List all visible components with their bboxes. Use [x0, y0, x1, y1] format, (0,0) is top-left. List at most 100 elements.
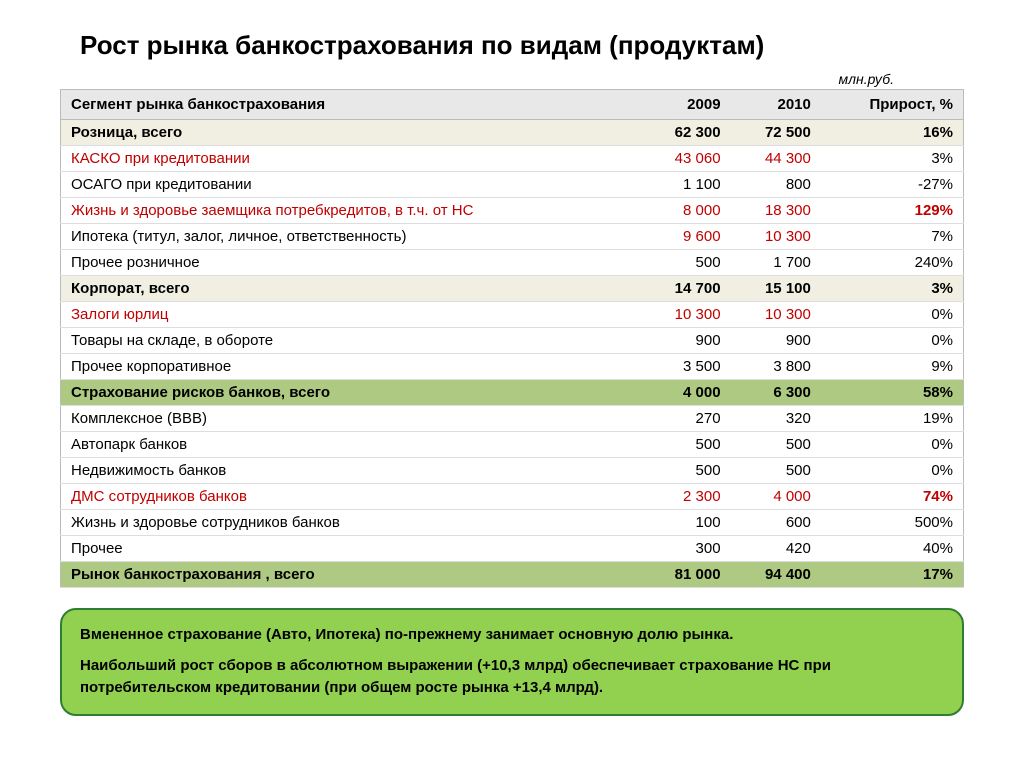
cell-growth: 9%	[821, 354, 964, 380]
cell-2009: 300	[640, 536, 730, 562]
cell-growth: 19%	[821, 406, 964, 432]
cell-2009: 900	[640, 328, 730, 354]
cell-2010: 1 700	[731, 250, 821, 276]
table-row: Недвижимость банков5005000%	[61, 458, 964, 484]
cell-2009: 43 060	[640, 146, 730, 172]
cell-growth: 7%	[821, 224, 964, 250]
table-row: Автопарк банков5005000%	[61, 432, 964, 458]
cell-2010: 6 300	[731, 380, 821, 406]
table-row: Комплексное (ВВВ)27032019%	[61, 406, 964, 432]
cell-growth: 17%	[821, 562, 964, 588]
cell-segment: Комплексное (ВВВ)	[61, 406, 641, 432]
cell-growth: -27%	[821, 172, 964, 198]
cell-segment: ДМС сотрудников банков	[61, 484, 641, 510]
cell-growth: 0%	[821, 458, 964, 484]
cell-growth: 3%	[821, 146, 964, 172]
cell-2010: 800	[731, 172, 821, 198]
cell-2009: 270	[640, 406, 730, 432]
cell-2009: 3 500	[640, 354, 730, 380]
table-row: КАСКО при кредитовании43 06044 3003%	[61, 146, 964, 172]
table-row: Залоги юрлиц10 30010 3000%	[61, 302, 964, 328]
cell-segment: Товары на складе, в обороте	[61, 328, 641, 354]
cell-2009: 1 100	[640, 172, 730, 198]
table-row: Прочее розничное5001 700240%	[61, 250, 964, 276]
col-2010: 2010	[731, 90, 821, 120]
cell-growth: 58%	[821, 380, 964, 406]
cell-2010: 15 100	[731, 276, 821, 302]
table-header-row: Сегмент рынка банкострахования 2009 2010…	[61, 90, 964, 120]
data-table: Сегмент рынка банкострахования 2009 2010…	[60, 89, 964, 588]
cell-2010: 94 400	[731, 562, 821, 588]
cell-2010: 4 000	[731, 484, 821, 510]
cell-2009: 100	[640, 510, 730, 536]
cell-2009: 9 600	[640, 224, 730, 250]
cell-2009: 500	[640, 250, 730, 276]
table-row: ОСАГО при кредитовании1 100800-27%	[61, 172, 964, 198]
cell-growth: 74%	[821, 484, 964, 510]
cell-growth: 3%	[821, 276, 964, 302]
cell-2009: 2 300	[640, 484, 730, 510]
table-row: Жизнь и здоровье заемщика потребкредитов…	[61, 198, 964, 224]
unit-label: млн.руб.	[60, 71, 964, 87]
table-row: Ипотека (титул, залог, личное, ответстве…	[61, 224, 964, 250]
cell-growth: 500%	[821, 510, 964, 536]
cell-growth: 0%	[821, 302, 964, 328]
cell-2009: 4 000	[640, 380, 730, 406]
table-row: Жизнь и здоровье сотрудников банков10060…	[61, 510, 964, 536]
cell-2010: 500	[731, 432, 821, 458]
cell-2010: 320	[731, 406, 821, 432]
cell-2009: 8 000	[640, 198, 730, 224]
cell-2010: 18 300	[731, 198, 821, 224]
cell-segment: Рынок банкострахования , всего	[61, 562, 641, 588]
cell-growth: 240%	[821, 250, 964, 276]
cell-2010: 900	[731, 328, 821, 354]
cell-2010: 500	[731, 458, 821, 484]
cell-growth: 40%	[821, 536, 964, 562]
cell-2009: 62 300	[640, 120, 730, 146]
cell-2010: 10 300	[731, 302, 821, 328]
cell-segment: Жизнь и здоровье заемщика потребкредитов…	[61, 198, 641, 224]
cell-segment: Прочее розничное	[61, 250, 641, 276]
table-row: Прочее30042040%	[61, 536, 964, 562]
cell-2009: 500	[640, 432, 730, 458]
cell-segment: Прочее	[61, 536, 641, 562]
cell-segment: Ипотека (титул, залог, личное, ответстве…	[61, 224, 641, 250]
cell-segment: ОСАГО при кредитовании	[61, 172, 641, 198]
col-2009: 2009	[640, 90, 730, 120]
table-row: ДМС сотрудников банков2 3004 00074%	[61, 484, 964, 510]
cell-growth: 16%	[821, 120, 964, 146]
callout-line-1: Вмененное страхование (Авто, Ипотека) по…	[80, 624, 944, 647]
cell-growth: 129%	[821, 198, 964, 224]
table-row: Корпорат, всего14 70015 1003%	[61, 276, 964, 302]
cell-2010: 72 500	[731, 120, 821, 146]
page-title: Рост рынка банкострахования по видам (пр…	[60, 30, 964, 61]
cell-2009: 500	[640, 458, 730, 484]
cell-2009: 10 300	[640, 302, 730, 328]
cell-2010: 600	[731, 510, 821, 536]
cell-segment: Залоги юрлиц	[61, 302, 641, 328]
cell-segment: Розница, всего	[61, 120, 641, 146]
col-segment: Сегмент рынка банкострахования	[61, 90, 641, 120]
cell-segment: КАСКО при кредитовании	[61, 146, 641, 172]
cell-segment: Страхование рисков банков, всего	[61, 380, 641, 406]
cell-segment: Прочее корпоративное	[61, 354, 641, 380]
cell-segment: Корпорат, всего	[61, 276, 641, 302]
cell-2010: 10 300	[731, 224, 821, 250]
table-row: Прочее корпоративное3 5003 8009%	[61, 354, 964, 380]
table-row: Рынок банкострахования , всего81 00094 4…	[61, 562, 964, 588]
summary-callout: Вмененное страхование (Авто, Ипотека) по…	[60, 608, 964, 716]
cell-growth: 0%	[821, 328, 964, 354]
cell-2010: 3 800	[731, 354, 821, 380]
cell-segment: Автопарк банков	[61, 432, 641, 458]
table-row: Товары на складе, в обороте9009000%	[61, 328, 964, 354]
cell-2010: 420	[731, 536, 821, 562]
table-row: Страхование рисков банков, всего4 0006 3…	[61, 380, 964, 406]
cell-2010: 44 300	[731, 146, 821, 172]
col-growth: Прирост, %	[821, 90, 964, 120]
callout-line-2: Наибольший рост сборов в абсолютном выра…	[80, 655, 944, 700]
cell-2009: 81 000	[640, 562, 730, 588]
cell-2009: 14 700	[640, 276, 730, 302]
cell-segment: Жизнь и здоровье сотрудников банков	[61, 510, 641, 536]
cell-segment: Недвижимость банков	[61, 458, 641, 484]
cell-growth: 0%	[821, 432, 964, 458]
